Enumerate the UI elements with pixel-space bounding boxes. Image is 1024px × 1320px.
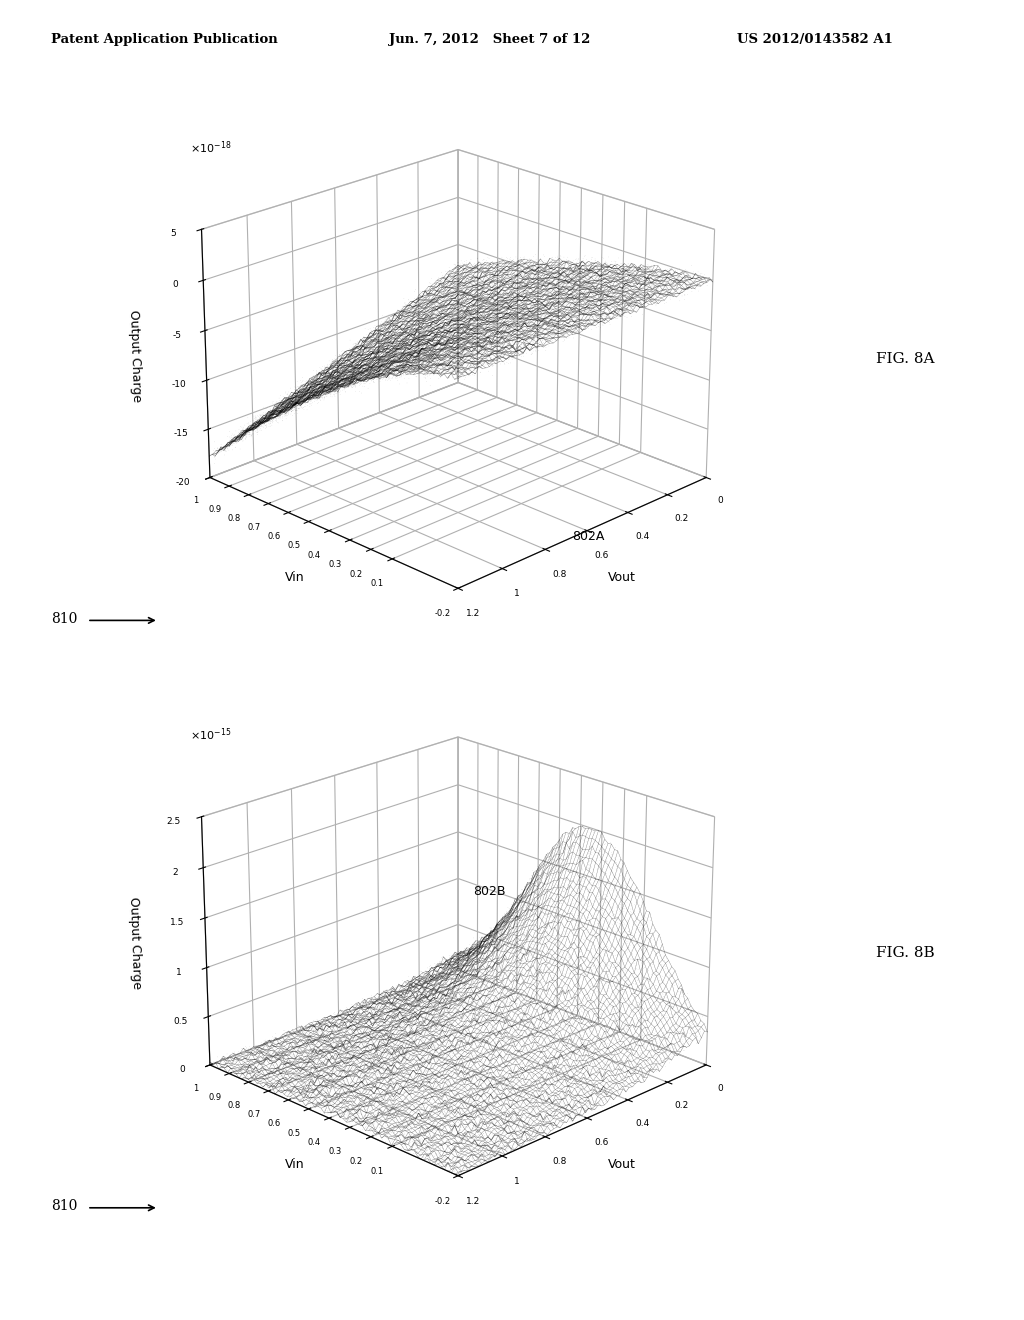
X-axis label: Vout: Vout	[607, 1159, 636, 1171]
Text: 810: 810	[51, 612, 78, 626]
Text: 810: 810	[51, 1200, 78, 1213]
Text: FIG. 8B: FIG. 8B	[876, 946, 934, 960]
Y-axis label: Vin: Vin	[285, 572, 304, 583]
X-axis label: Vout: Vout	[607, 572, 636, 583]
Text: FIG. 8A: FIG. 8A	[876, 352, 934, 366]
Text: $\times10^{-18}$: $\times10^{-18}$	[190, 139, 231, 156]
Y-axis label: Vin: Vin	[285, 1159, 304, 1171]
Text: Jun. 7, 2012   Sheet 7 of 12: Jun. 7, 2012 Sheet 7 of 12	[389, 33, 591, 46]
Text: 802B: 802B	[473, 884, 505, 898]
Text: Patent Application Publication: Patent Application Publication	[51, 33, 278, 46]
Text: $\times10^{-15}$: $\times10^{-15}$	[190, 726, 231, 743]
Text: 802A: 802A	[572, 531, 605, 544]
Text: US 2012/0143582 A1: US 2012/0143582 A1	[737, 33, 893, 46]
